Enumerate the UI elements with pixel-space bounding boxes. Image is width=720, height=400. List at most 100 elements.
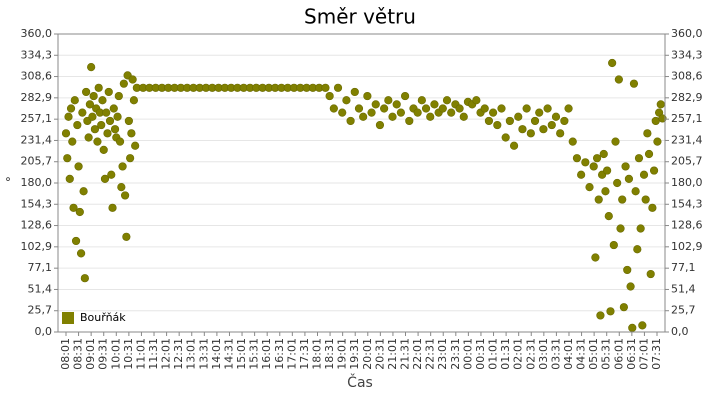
x-tick-label: 10:31 (122, 338, 135, 370)
x-tick-label: 01:01 (487, 338, 500, 370)
point (118, 162, 127, 171)
point (594, 195, 603, 204)
x-tick-label: 14:01 (210, 338, 223, 370)
point (656, 100, 665, 109)
point (606, 307, 615, 316)
point (643, 129, 652, 138)
x-tick-label: 14:31 (222, 338, 235, 370)
labels: 0,0 0,0 25,7 25,7 51,4 51,4 77,1 77,1 102,9 102,9… (21, 27, 703, 370)
point (641, 195, 650, 204)
point (122, 232, 131, 241)
point (109, 104, 118, 113)
x-tick-label: 21:31 (399, 338, 412, 370)
point (601, 187, 610, 196)
y-axis-label: ° (5, 176, 11, 190)
x-tick-label: 02:01 (512, 338, 525, 370)
y-tick-label: 25,7 (28, 304, 53, 317)
point (447, 108, 456, 117)
point (65, 174, 74, 183)
point (613, 178, 622, 188)
point (459, 112, 468, 121)
x-tick-label: 21:01 (386, 338, 399, 370)
point (363, 91, 372, 101)
x-tick-label: 16:31 (273, 338, 286, 370)
point (572, 154, 582, 163)
point (64, 112, 73, 121)
point (618, 195, 627, 204)
point (384, 96, 393, 105)
y-tick-label: 51,4 (28, 282, 53, 295)
x-tick-label: 10:01 (109, 338, 122, 370)
point (70, 96, 79, 105)
x-tick-label: 11:01 (134, 338, 147, 370)
x-tick-label: 04:31 (575, 338, 588, 370)
x-tick-label: 07:31 (650, 338, 663, 370)
legend-label: Bouřňák (80, 311, 126, 324)
point (628, 323, 637, 332)
point (634, 154, 644, 163)
point (69, 203, 78, 212)
x-tick-label: 23:01 (436, 338, 449, 370)
point (329, 104, 338, 113)
point (128, 75, 137, 84)
point (354, 104, 364, 113)
y2-tick-label: 25,7 (671, 304, 696, 317)
point (85, 100, 94, 109)
y2-tick-label: 180,0 (671, 176, 703, 189)
point (321, 83, 330, 92)
x-tick-label: 08:31 (72, 338, 85, 370)
point (591, 253, 600, 262)
point (73, 120, 82, 130)
point (79, 187, 88, 196)
marks (61, 58, 667, 332)
point (100, 174, 110, 183)
y2-tick-label: 231,4 (671, 133, 703, 146)
y2-tick-label: 77,1 (671, 261, 696, 274)
x-tick-label: 17:31 (298, 338, 311, 370)
point (639, 170, 649, 179)
y-tick-label: 128,6 (21, 219, 53, 232)
point (342, 96, 351, 105)
point (338, 108, 347, 117)
point (75, 207, 84, 217)
point (396, 108, 406, 117)
point (71, 236, 81, 246)
x-tick-label: 02:31 (524, 338, 537, 370)
point (346, 116, 355, 126)
x-tick-label: 20:31 (373, 338, 386, 370)
point (556, 129, 565, 138)
x-tick-label: 05:31 (600, 338, 613, 370)
point (78, 108, 87, 117)
x-tick-label: 09:01 (84, 338, 97, 370)
chart-title: Směr větru (304, 5, 416, 29)
y-tick-label: 360,0 (21, 27, 53, 40)
point (484, 116, 494, 126)
y-tick-label: 308,6 (21, 70, 53, 83)
x-tick-label: 09:31 (97, 338, 110, 370)
point (596, 311, 605, 320)
point (514, 112, 523, 121)
point (413, 108, 422, 117)
point (392, 100, 401, 109)
x-tick-label: 05:01 (587, 338, 600, 370)
point (430, 100, 439, 109)
point (104, 87, 113, 97)
point (108, 203, 117, 212)
point (608, 58, 617, 68)
point (560, 116, 569, 126)
y2-tick-label: 308,6 (671, 70, 703, 83)
point (442, 96, 452, 105)
point (626, 282, 635, 291)
point (107, 170, 116, 179)
point (509, 141, 519, 150)
point (93, 137, 102, 146)
point (493, 120, 502, 130)
x-tick-label: 12:01 (160, 338, 173, 370)
y2-tick-label: 51,4 (671, 282, 696, 295)
y-tick-label: 257,1 (21, 112, 53, 125)
point (530, 116, 540, 126)
y2-tick-label: 102,9 (671, 240, 703, 253)
point (611, 137, 620, 146)
point (638, 321, 647, 330)
